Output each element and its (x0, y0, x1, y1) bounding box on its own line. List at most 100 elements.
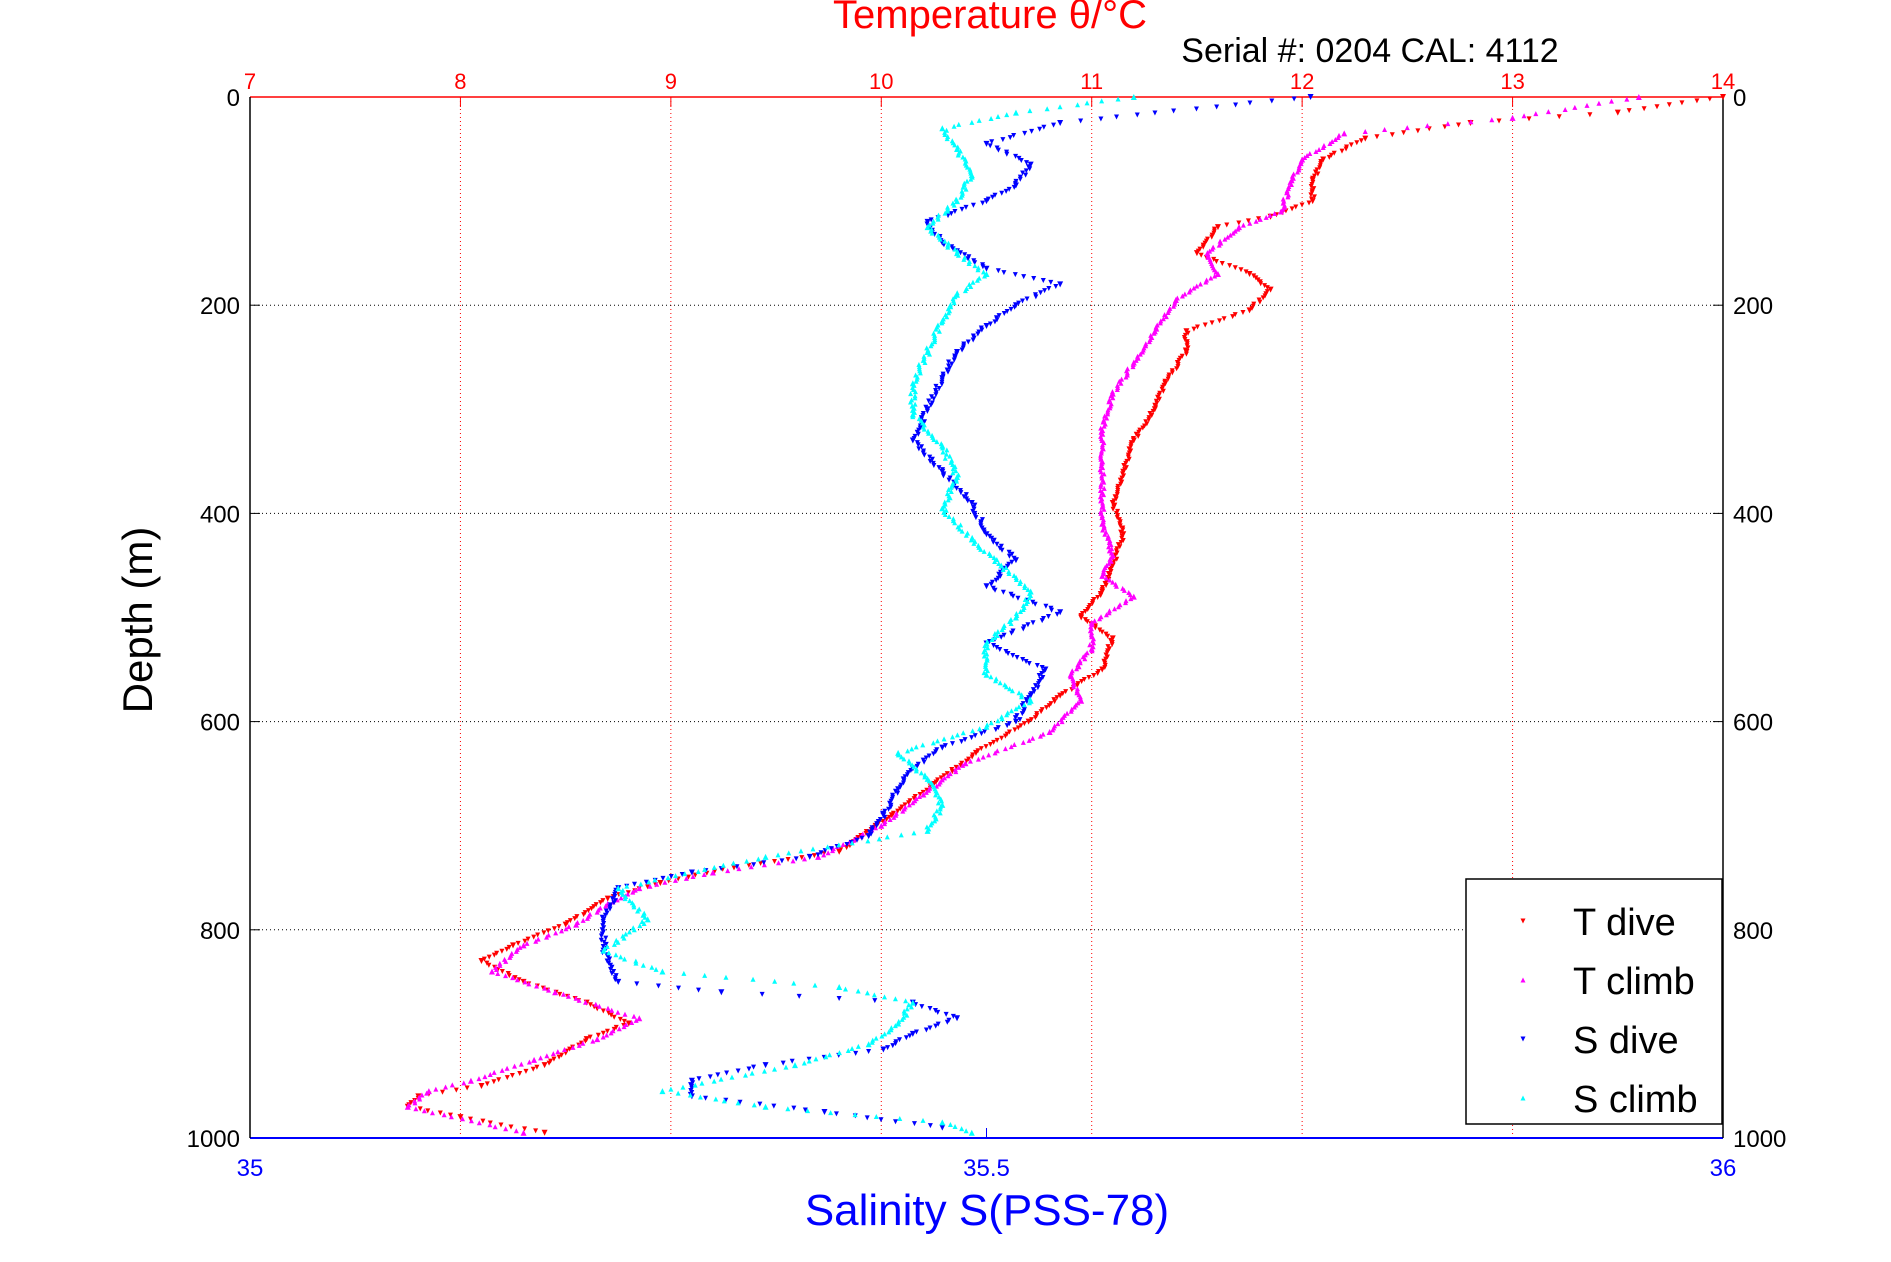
data-point (909, 437, 916, 444)
data-point (909, 1030, 916, 1037)
data-point (900, 808, 906, 814)
data-point (1039, 618, 1045, 624)
data-point (1027, 166, 1033, 172)
data-point (802, 1107, 808, 1113)
data-point (917, 794, 923, 800)
data-point (1033, 683, 1039, 689)
data-point (1099, 629, 1105, 635)
data-point (1106, 399, 1112, 405)
data-point (1140, 425, 1146, 431)
data-point (1245, 218, 1251, 224)
data-point (1040, 277, 1046, 283)
data-point (1230, 314, 1236, 320)
data-point (718, 989, 725, 996)
data-point (713, 1096, 719, 1102)
data-point (791, 1105, 797, 1111)
data-point (1221, 316, 1227, 322)
data-point (1004, 308, 1010, 314)
data-point (589, 906, 595, 912)
data-point (1267, 212, 1273, 218)
data-point (873, 1035, 879, 1041)
data-point (1296, 163, 1302, 169)
data-point (972, 749, 979, 756)
data-point (944, 1019, 950, 1025)
data-point (443, 1084, 449, 1090)
data-point (933, 326, 939, 332)
data-point (984, 668, 990, 674)
data-point (1382, 127, 1388, 133)
temperature-tick-label: 9 (665, 69, 677, 94)
data-point (461, 1080, 467, 1086)
data-point (926, 778, 932, 784)
data-point (686, 874, 692, 880)
data-point (598, 900, 604, 906)
data-point (600, 943, 606, 949)
data-point (988, 581, 994, 587)
data-point (1171, 108, 1177, 114)
data-point (880, 1046, 887, 1053)
data-point (1302, 154, 1308, 160)
data-point (526, 1059, 532, 1065)
data-point (996, 313, 1002, 319)
data-point (936, 465, 942, 471)
data-point (983, 659, 989, 665)
data-point (939, 744, 946, 751)
data-point (541, 1129, 548, 1136)
data-point (512, 1063, 518, 1069)
data-point (644, 916, 651, 923)
data-point (1003, 188, 1009, 194)
data-point (1316, 146, 1322, 152)
legend-box (1465, 878, 1723, 1125)
depth-tick-label-left: 200 (200, 293, 240, 320)
data-point (923, 789, 929, 795)
data-point (934, 439, 940, 445)
data-point (922, 419, 928, 425)
data-point (801, 1060, 807, 1066)
data-point (1230, 230, 1236, 236)
data-point (947, 1121, 953, 1127)
data-point (785, 1106, 791, 1112)
data-point (1204, 250, 1211, 257)
data-point (534, 983, 540, 989)
data-point (996, 560, 1002, 566)
data-point (1415, 128, 1421, 134)
data-point (1089, 648, 1095, 654)
data-point (1227, 232, 1233, 238)
data-point (992, 319, 998, 325)
data-point (1089, 600, 1095, 606)
data-point (1018, 723, 1024, 729)
data-point (933, 383, 939, 389)
data-point (907, 1033, 913, 1039)
data-point (1098, 592, 1104, 598)
data-point (903, 998, 909, 1004)
data-point (598, 937, 604, 943)
data-point (762, 1103, 769, 1110)
data-point (1104, 415, 1110, 421)
data-point (915, 431, 921, 437)
data-point (891, 814, 897, 820)
data-point (948, 489, 954, 495)
data-point (906, 802, 912, 808)
legend-label: T climb (1573, 961, 1695, 1003)
data-point (923, 755, 929, 761)
data-point (874, 823, 880, 829)
data-point (606, 950, 612, 956)
data-point (994, 737, 1000, 743)
data-point (903, 1035, 909, 1041)
data-point (928, 402, 934, 408)
data-point (1043, 603, 1049, 609)
data-point (882, 814, 888, 820)
chart-subtitle: Serial #: 0204 CAL: 4112 (1181, 32, 1558, 70)
legend-marker (1520, 918, 1526, 924)
data-point (604, 943, 610, 949)
data-point (749, 1070, 755, 1076)
data-point (944, 771, 950, 777)
data-point (563, 926, 569, 932)
data-point (898, 754, 904, 760)
data-point (1024, 296, 1030, 302)
data-point (1068, 708, 1074, 714)
data-point (1103, 575, 1109, 581)
data-point (888, 812, 895, 819)
data-point (1146, 339, 1152, 345)
data-point (825, 850, 831, 856)
